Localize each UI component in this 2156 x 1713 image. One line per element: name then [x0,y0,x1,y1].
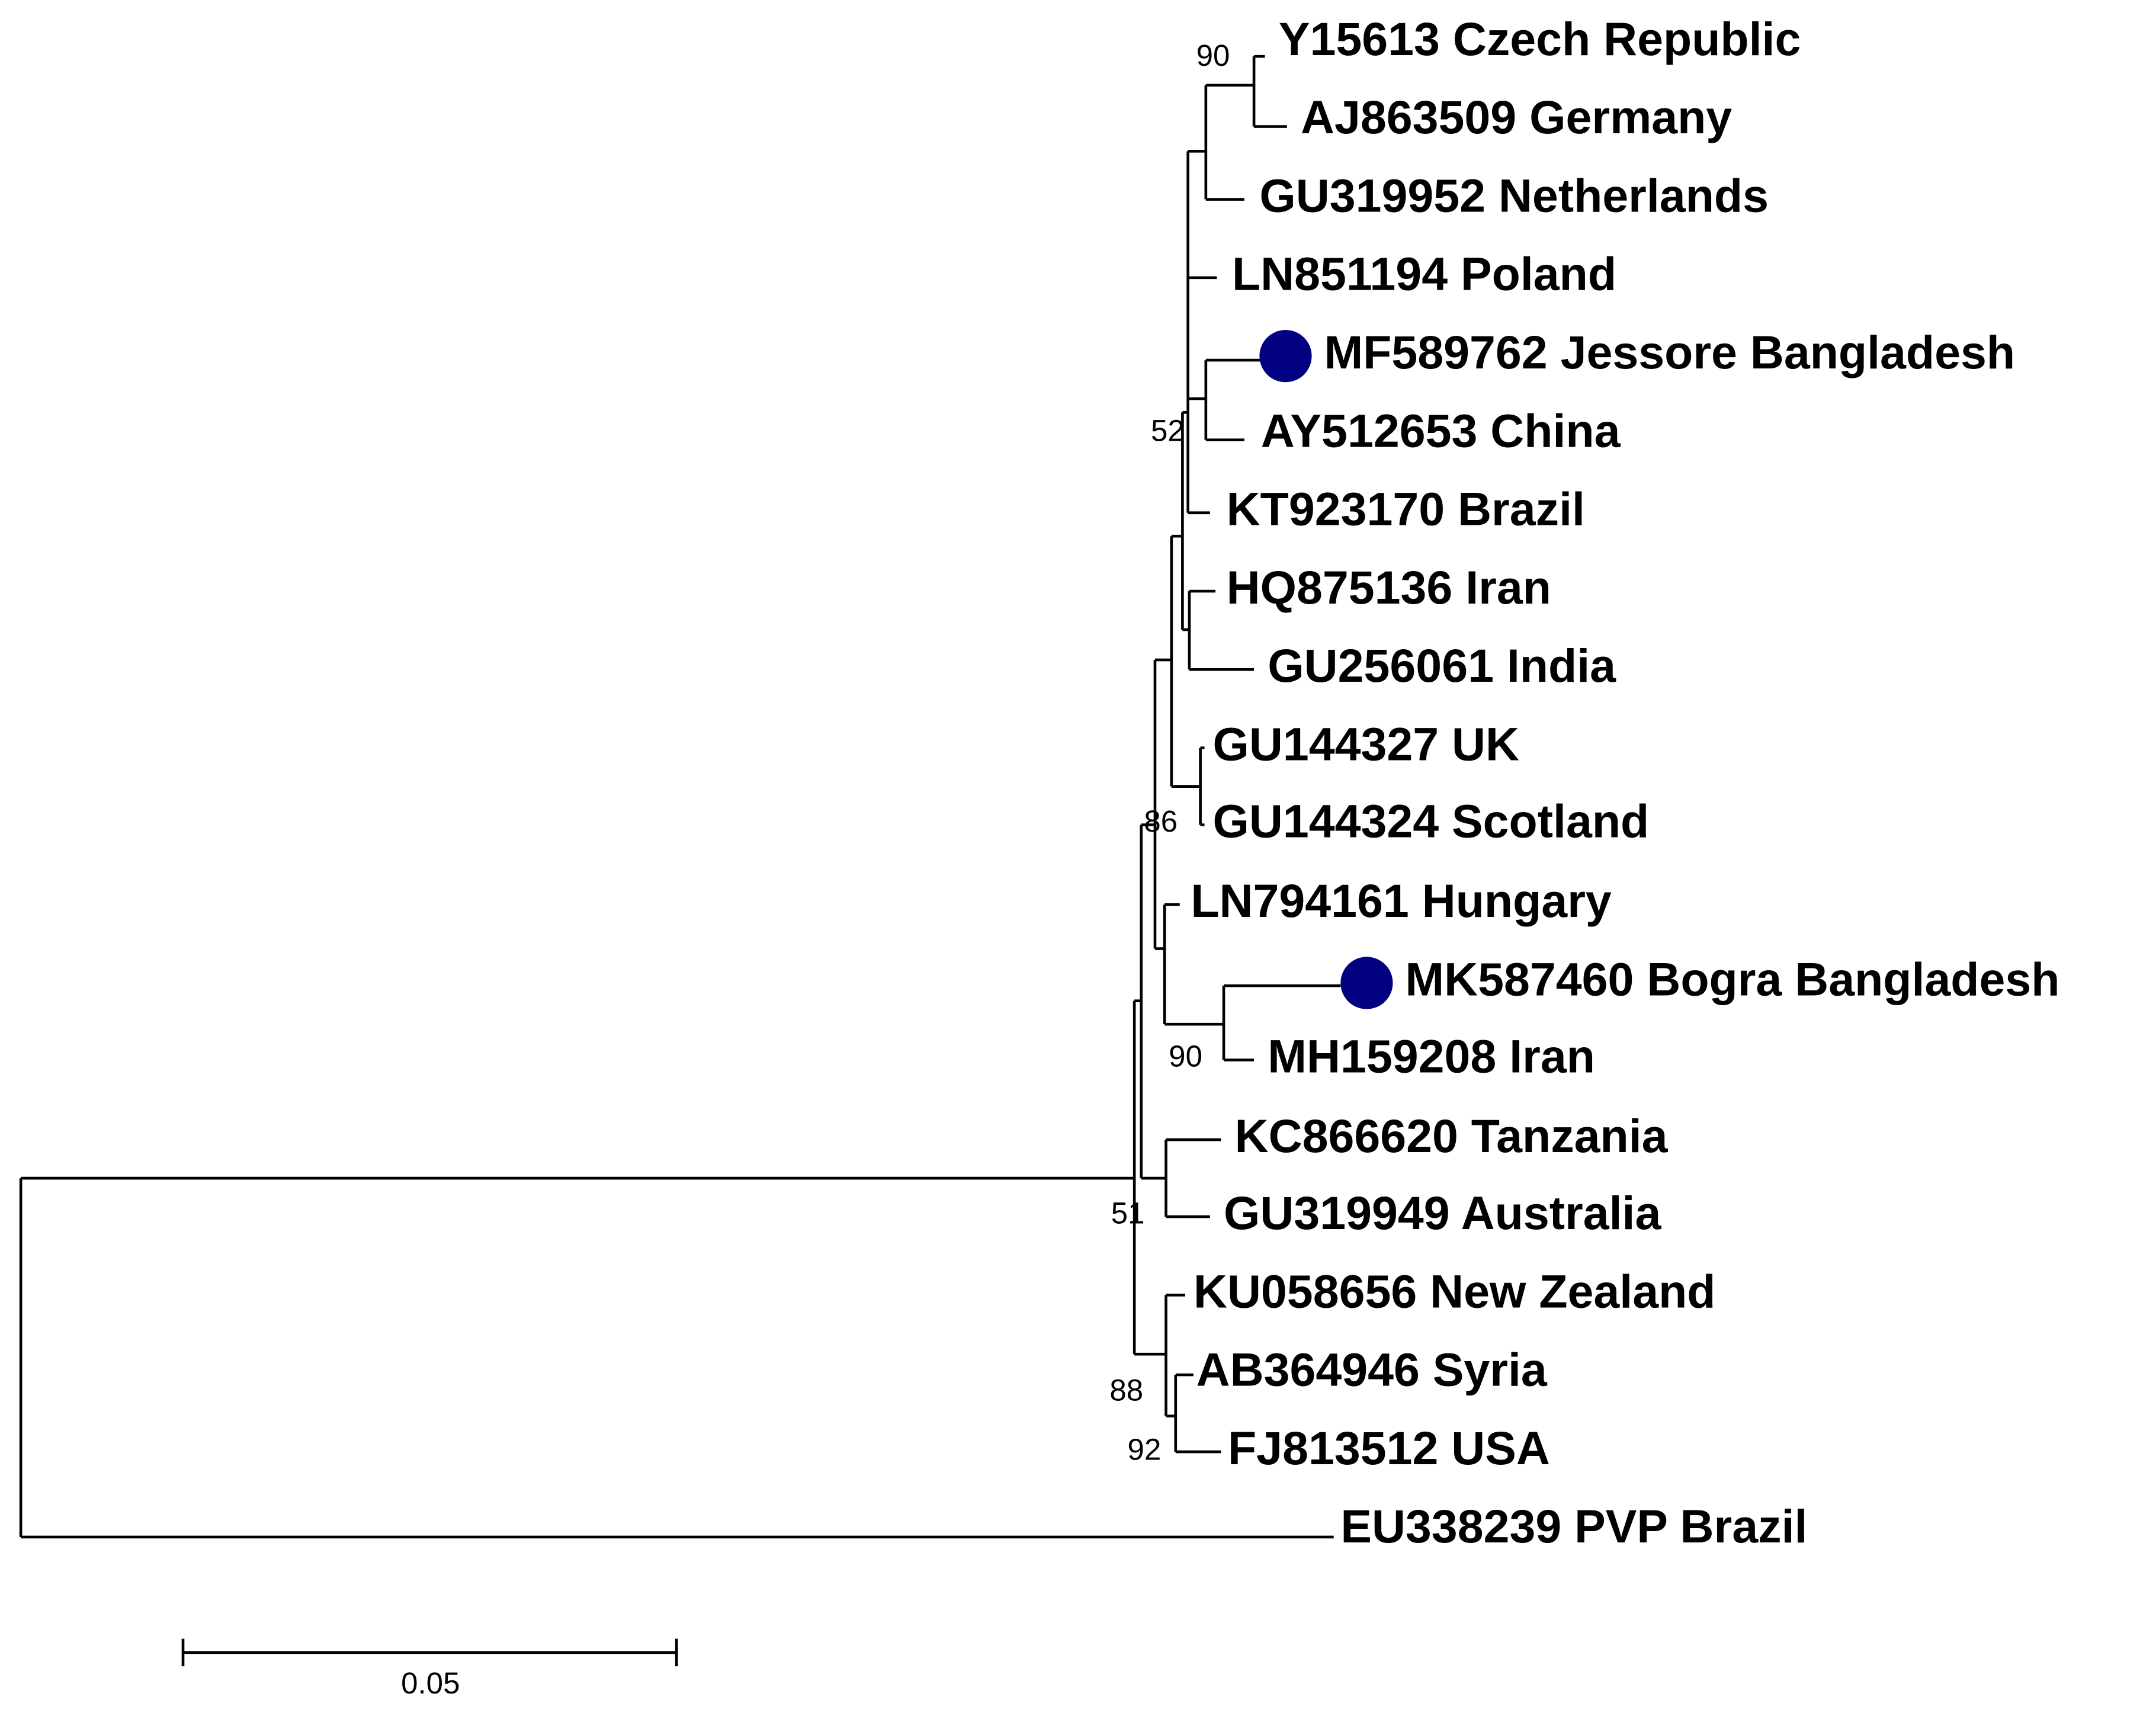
leaf-label: EU338239 PVP Brazil [1340,1500,1807,1552]
leaf-label: HQ875136 Iran [1227,562,1551,614]
leaf-label: GU319949 Australia [1224,1187,1661,1239]
bootstrap-value: 90 [1169,1040,1202,1073]
leaf-label: GU144327 UK [1212,718,1519,770]
bootstrap-value: 92 [1128,1432,1162,1466]
leaf-label: Y15613 Czech Republic [1279,13,1801,65]
leaf-label: MK587460 Bogra Bangladesh [1405,953,2059,1005]
highlight-dot [1340,957,1393,1009]
leaf-label: MF589762 Jessore Bangladesh [1324,326,2015,378]
leaf-label: AB364946 Syria [1196,1344,1548,1396]
leaf-label: GU319952 Netherlands [1259,169,1769,222]
leaf-label: AJ863509 Germany [1301,91,1732,143]
leaf-label: AY512653 China [1261,405,1621,457]
scale-bar-label: 0.05 [401,1666,460,1700]
bootstrap-value: 52 [1151,414,1185,448]
bootstrap-value: 86 [1144,804,1178,838]
leaf-label: KT923170 Brazil [1227,483,1585,535]
leaf-label: FJ813512 USA [1228,1422,1550,1474]
leaf-label: MH159208 Iran [1268,1030,1595,1082]
leaf-label: LN794161 Hungary [1191,875,1612,927]
leaf-label: GU144324 Scotland [1212,795,1649,847]
bootstrap-value: 51 [1111,1196,1145,1230]
highlight-dot [1259,330,1312,383]
leaf-label: GU256061 India [1268,640,1616,692]
leaf-label: KU058656 New Zealand [1194,1265,1716,1317]
leaf-label: LN851194 Poland [1232,248,1616,300]
bootstrap-value: 88 [1109,1374,1143,1407]
bootstrap-value: 90 [1196,39,1230,72]
leaf-label: KC866620 Tanzania [1235,1110,1669,1162]
